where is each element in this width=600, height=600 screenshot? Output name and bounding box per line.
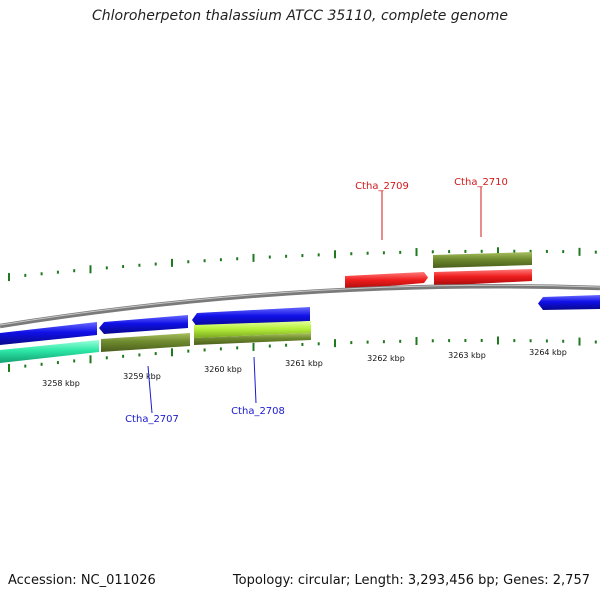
scale-label: 3260 kbp bbox=[204, 365, 242, 374]
gene-ctha-2710-arrow[interactable] bbox=[434, 269, 532, 286]
scale-label: 3262 kbp bbox=[367, 354, 405, 363]
genome-summary-text: Topology: circular; Length: 3,293,456 bp… bbox=[232, 573, 590, 588]
gene-olive-forward[interactable] bbox=[433, 252, 532, 268]
gene-olive-reverse-2[interactable] bbox=[194, 333, 311, 345]
gene-ctha-2709-arrow[interactable] bbox=[345, 272, 428, 290]
scale-label: 3259 kbp bbox=[123, 372, 161, 381]
gene-label-ctha-2707[interactable]: Ctha_2707 bbox=[125, 414, 179, 425]
genome-backbone bbox=[0, 284, 600, 329]
gene-lime[interactable] bbox=[194, 321, 311, 338]
outer-tick-ring bbox=[8, 247, 597, 282]
gene-label-ctha-2708[interactable]: Ctha_2708 bbox=[231, 406, 285, 417]
label-line-ctha-2708 bbox=[253, 356, 257, 404]
scale-label: 3258 kbp bbox=[42, 379, 80, 388]
gene-label-ctha-2710[interactable]: Ctha_2710 bbox=[454, 177, 508, 188]
gene-blue-ctha-2708[interactable] bbox=[192, 307, 310, 327]
scale-label: 3263 kbp bbox=[448, 351, 486, 360]
gene-blue-left[interactable] bbox=[0, 322, 97, 345]
gene-blue-ctha-2707[interactable] bbox=[99, 315, 188, 334]
scale-label: 3264 kbp bbox=[529, 348, 567, 357]
map-title: Chloroherpeton thalassium ATCC 35110, co… bbox=[92, 8, 508, 24]
gene-aqua[interactable] bbox=[0, 340, 99, 363]
gene-label-ctha-2709[interactable]: Ctha_2709 bbox=[355, 181, 409, 192]
label-line-ctha-2707 bbox=[147, 365, 153, 414]
scale-label: 3261 kbp bbox=[285, 359, 323, 368]
gene-olive-reverse-1[interactable] bbox=[101, 333, 190, 352]
genome-backbone-highlight bbox=[0, 284, 600, 326]
inner-tick-ring bbox=[8, 336, 597, 372]
gene-blue-right[interactable] bbox=[538, 295, 600, 310]
accession-text: Accession: NC_011026 bbox=[8, 573, 156, 588]
